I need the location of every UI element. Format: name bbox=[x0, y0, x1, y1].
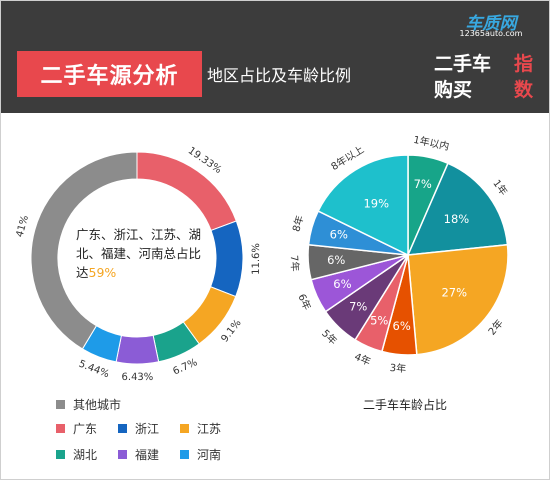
age-value-4: 5% bbox=[370, 314, 388, 328]
legend-swatch bbox=[118, 424, 127, 433]
legend-item: 湖北 bbox=[56, 446, 97, 463]
age-value-2: 27% bbox=[441, 286, 467, 300]
legend-label: 江苏 bbox=[197, 422, 222, 436]
legend-label: 浙江 bbox=[135, 422, 160, 436]
legend-swatch bbox=[56, 450, 65, 459]
age-value-6: 6% bbox=[333, 277, 351, 291]
donut-center-highlight: 59% bbox=[88, 265, 117, 280]
age-slice-2 bbox=[407, 243, 509, 356]
donut-slice-1 bbox=[209, 220, 244, 298]
logo-zhi-1: 指 bbox=[514, 53, 534, 75]
donut-label-3: 6.7% bbox=[171, 357, 199, 377]
age-category-0: 1年以内 bbox=[412, 133, 450, 153]
age-category-4: 4年 bbox=[353, 350, 373, 368]
legend-item: 其他城市 bbox=[56, 396, 121, 413]
legend-swatch bbox=[180, 424, 189, 433]
legend-item: 福建 bbox=[118, 446, 159, 463]
donut-slice-6 bbox=[30, 151, 138, 350]
age-slice-9 bbox=[317, 154, 409, 257]
logo-brand-text: 车质网 bbox=[465, 14, 517, 34]
legend-swatch bbox=[56, 400, 65, 409]
legend-item: 河南 bbox=[180, 446, 221, 463]
age-category-7: 7年 bbox=[288, 255, 302, 272]
donut-center-text: 广东、浙江、江苏、湖北、福建、河南总占比达59% bbox=[76, 225, 210, 282]
age-value-8: 6% bbox=[330, 228, 348, 242]
donut-center-body: 广东、浙江、江苏、湖北、福建、河南总占比达 bbox=[76, 227, 202, 280]
logo-line-2: 购买 bbox=[434, 79, 473, 101]
page-subtitle: 地区占比及车龄比例 bbox=[207, 66, 352, 85]
header-bar: 二手车源分析 地区占比及车龄比例 车质网 12365auto.com 二手车 购… bbox=[1, 1, 549, 113]
legend-item: 江苏 bbox=[180, 420, 221, 437]
legend-label: 福建 bbox=[135, 448, 160, 462]
age-category-1: 1年 bbox=[490, 177, 510, 198]
age-value-5: 7% bbox=[349, 300, 367, 314]
age-value-7: 6% bbox=[327, 253, 345, 267]
age-slice-1 bbox=[406, 162, 509, 256]
legend-swatch bbox=[118, 450, 127, 459]
age-category-3: 3年 bbox=[389, 361, 406, 375]
age-value-1: 18% bbox=[444, 212, 470, 226]
donut-slice-0 bbox=[136, 151, 237, 232]
legend-swatch bbox=[180, 450, 189, 459]
page-title: 二手车源分析 bbox=[17, 51, 202, 97]
legend-item: 广东 bbox=[56, 420, 97, 437]
legend-item: 浙江 bbox=[118, 420, 159, 437]
age-category-6: 6年 bbox=[295, 292, 314, 312]
region-legend: 其他城市广东 浙江 江苏湖北 福建 河南 bbox=[56, 396, 276, 466]
age-value-0: 7% bbox=[414, 177, 432, 191]
donut-label-4: 6.43% bbox=[122, 372, 154, 383]
donut-label-5: 5.44% bbox=[77, 359, 111, 381]
legend-label: 湖北 bbox=[73, 448, 98, 462]
age-category-5: 5年 bbox=[319, 327, 340, 348]
logo-line-1: 二手车 bbox=[434, 53, 492, 75]
donut-label-2: 9.1% bbox=[219, 318, 243, 345]
brand-logo: 车质网 12365auto.com 二手车 购买 指 数 bbox=[428, 9, 538, 109]
age-value-3: 6% bbox=[393, 319, 411, 333]
logo-url-text: 12365auto.com bbox=[459, 29, 523, 38]
legend-label: 河南 bbox=[197, 448, 222, 462]
donut-label-6: 41% bbox=[15, 214, 32, 238]
donut-slice-4 bbox=[115, 334, 160, 365]
age-pie-title: 二手车车龄占比 bbox=[362, 398, 447, 412]
legend-label: 其他城市 bbox=[73, 398, 122, 412]
age-category-2: 2年 bbox=[485, 317, 505, 338]
age-value-9: 19% bbox=[363, 197, 389, 211]
age-category-8: 8年 bbox=[289, 214, 306, 233]
logo-zhi-2: 数 bbox=[514, 79, 534, 101]
legend-swatch bbox=[56, 424, 65, 433]
legend-label: 广东 bbox=[73, 422, 98, 436]
donut-label-1: 11.6% bbox=[251, 243, 262, 275]
